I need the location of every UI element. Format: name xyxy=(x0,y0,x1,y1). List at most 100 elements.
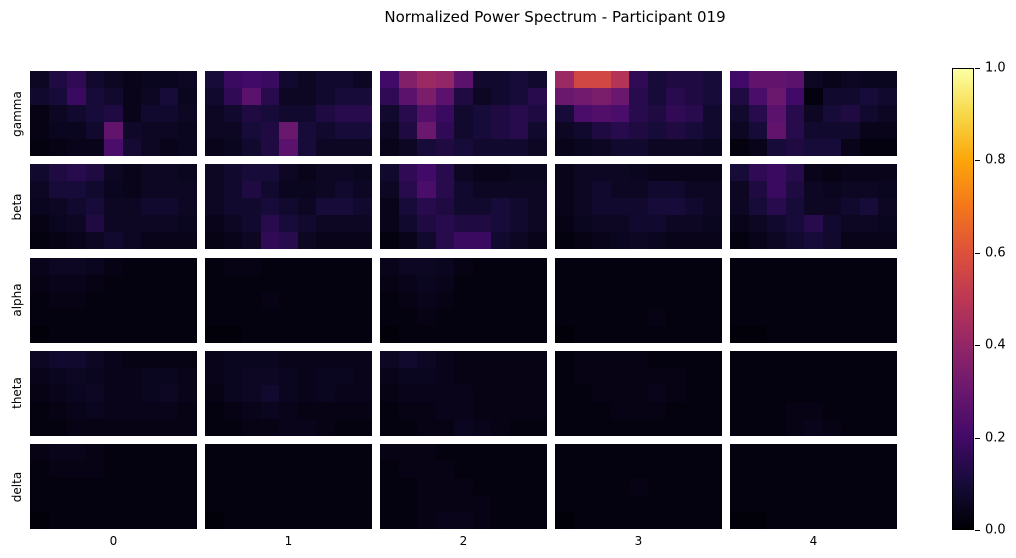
heatmap-cell xyxy=(435,512,455,529)
heatmap-cell xyxy=(380,512,399,529)
heatmap-cell xyxy=(141,419,161,436)
chart-title: Normalized Power Spectrum - Participant … xyxy=(384,8,726,26)
heatmap-cell xyxy=(159,122,179,139)
heatmap-cell xyxy=(767,478,787,495)
heatmap-cell xyxy=(841,181,861,198)
heatmap-cell xyxy=(159,512,179,529)
heatmap-cell xyxy=(67,368,87,385)
heatmap-cell xyxy=(666,258,686,275)
heatmap-cell xyxy=(334,71,354,88)
heatmap-cell xyxy=(684,351,704,368)
heatmap-cell xyxy=(297,198,317,215)
heatmap-cell xyxy=(822,495,842,512)
heatmap-cell xyxy=(67,164,87,181)
heatmap-cell xyxy=(684,105,704,122)
heatmap-cell xyxy=(767,181,787,198)
heatmap-panel-theta-3 xyxy=(555,351,722,436)
heatmap-cell xyxy=(629,368,649,385)
heatmap-cell xyxy=(435,275,455,292)
heatmap-cell xyxy=(785,164,805,181)
heatmap-cell xyxy=(730,368,749,385)
heatmap-cell xyxy=(767,461,787,478)
heatmap-cell xyxy=(573,88,593,105)
heatmap-cell xyxy=(178,232,197,249)
heatmap-cell xyxy=(666,419,686,436)
heatmap-cell xyxy=(684,198,704,215)
heatmap-cell xyxy=(822,309,842,326)
heatmap-cell xyxy=(141,215,161,232)
heatmap-cell xyxy=(859,71,879,88)
heatmap-cell xyxy=(822,351,842,368)
heatmap-cell xyxy=(629,105,649,122)
heatmap-cell xyxy=(785,275,805,292)
heatmap-cell xyxy=(748,326,768,343)
heatmap-cell xyxy=(491,139,511,156)
heatmap-cell xyxy=(610,139,630,156)
heatmap-cell xyxy=(647,292,667,309)
heatmap-cell xyxy=(178,198,197,215)
heatmap-cell xyxy=(380,71,399,88)
heatmap-cell xyxy=(610,181,630,198)
heatmap-cell xyxy=(48,402,68,419)
colorbar-tick xyxy=(975,253,980,254)
heatmap-cell xyxy=(297,368,317,385)
heatmap-cell xyxy=(767,419,787,436)
heatmap-cell xyxy=(592,385,612,402)
heatmap-cell xyxy=(767,198,787,215)
heatmap-cell xyxy=(205,198,224,215)
heatmap-cell xyxy=(555,232,574,249)
heatmap-cell xyxy=(610,198,630,215)
heatmap-cell xyxy=(666,292,686,309)
heatmap-cell xyxy=(509,495,529,512)
heatmap-cell xyxy=(822,105,842,122)
heatmap-cell xyxy=(242,139,262,156)
heatmap-cell xyxy=(260,385,280,402)
heatmap-cell xyxy=(297,122,317,139)
heatmap-cell xyxy=(297,139,317,156)
heatmap-cell xyxy=(242,351,262,368)
heatmap-cell xyxy=(647,419,667,436)
heatmap-cell xyxy=(785,478,805,495)
heatmap-cell xyxy=(159,292,179,309)
heatmap-cell xyxy=(555,495,574,512)
heatmap-cell xyxy=(491,461,511,478)
heatmap-cell xyxy=(159,164,179,181)
heatmap-cell xyxy=(48,368,68,385)
colorbar-tick-label: 1.0 xyxy=(985,60,1006,76)
heatmap-cell xyxy=(730,258,749,275)
heatmap-cell xyxy=(491,292,511,309)
heatmap-cell xyxy=(260,122,280,139)
heatmap-cell xyxy=(67,232,87,249)
heatmap-cell xyxy=(509,122,529,139)
heatmap-cell xyxy=(380,88,399,105)
heatmap-cell xyxy=(610,122,630,139)
heatmap-cell xyxy=(592,181,612,198)
heatmap-cell xyxy=(748,309,768,326)
heatmap-cell xyxy=(804,351,824,368)
heatmap-cell xyxy=(334,215,354,232)
heatmap-cell xyxy=(647,275,667,292)
colorbar-tick xyxy=(975,68,980,69)
row-label-alpha: alpha xyxy=(10,283,24,317)
heatmap-cell xyxy=(141,275,161,292)
heatmap-cell xyxy=(48,122,68,139)
heatmap-cell xyxy=(279,478,299,495)
heatmap-cell xyxy=(573,198,593,215)
heatmap-cell xyxy=(528,105,547,122)
heatmap-cell xyxy=(159,139,179,156)
colorbar-tick xyxy=(975,530,980,531)
heatmap-cell xyxy=(435,495,455,512)
heatmap-cell xyxy=(279,326,299,343)
heatmap-cell xyxy=(859,444,879,461)
heatmap-cell xyxy=(159,258,179,275)
heatmap-cell xyxy=(141,402,161,419)
heatmap-cell xyxy=(85,164,105,181)
heatmap-cell xyxy=(573,326,593,343)
heatmap-cell xyxy=(767,258,787,275)
heatmap-cell xyxy=(573,419,593,436)
heatmap-cell xyxy=(822,139,842,156)
heatmap-cell xyxy=(223,215,243,232)
heatmap-cell xyxy=(67,326,87,343)
heatmap-cell xyxy=(878,122,897,139)
heatmap-cell xyxy=(859,512,879,529)
